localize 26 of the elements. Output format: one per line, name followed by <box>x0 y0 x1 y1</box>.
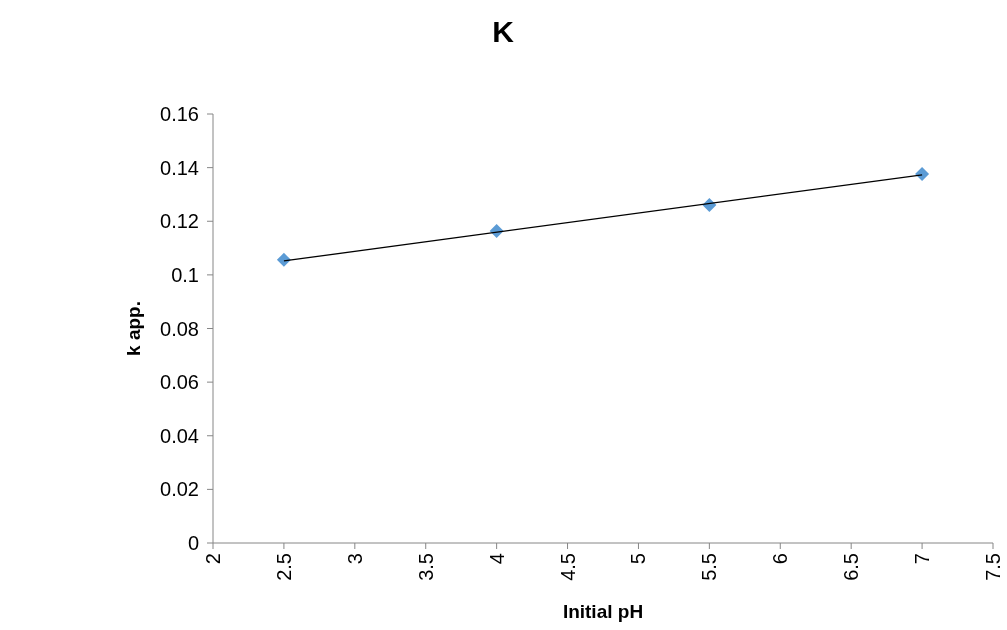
x-tick-label: 2 <box>202 553 224 565</box>
x-tick-label: 3 <box>343 553 366 565</box>
point <box>915 167 930 182</box>
x-tick-label: 6.5 <box>840 553 863 581</box>
x-axis-title: Initial pH <box>562 601 644 622</box>
x-tick-label: 5.5 <box>698 553 721 581</box>
y-tick-label: 0 <box>187 532 199 554</box>
y-tick-label: 0.02 <box>160 478 199 501</box>
x-tick-label: 7 <box>911 553 934 565</box>
x-tick-label: 4.5 <box>556 553 579 581</box>
x-tick-label: 4 <box>485 553 508 565</box>
x-tick-label: 5 <box>627 553 650 565</box>
y-tick-label: 0.16 <box>160 103 199 125</box>
y-tick-label: 0.14 <box>160 156 199 179</box>
y-axis-title: k app. <box>123 301 144 356</box>
chart-title: K <box>492 15 515 48</box>
y-tick-label: 0.08 <box>160 317 199 340</box>
x-tick-label: 7.5 <box>982 553 1004 581</box>
x-tick-label: 6 <box>769 553 792 565</box>
x-tick-label: 3.5 <box>414 553 437 581</box>
point <box>276 252 291 267</box>
x-tick-label: 2.5 <box>272 553 295 581</box>
y-tick-label: 0.06 <box>160 371 199 394</box>
y-tick-label: 0.1 <box>171 263 199 286</box>
y-tick-label: 0.12 <box>160 210 199 233</box>
y-tick-label: 0.04 <box>160 424 199 447</box>
